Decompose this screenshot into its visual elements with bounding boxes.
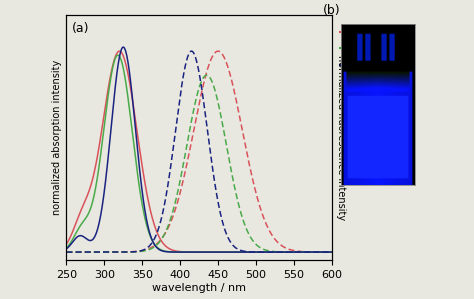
Legend: 282, 284, 131: 282, 284, 131 xyxy=(340,26,396,72)
Text: (a): (a) xyxy=(72,22,89,35)
Y-axis label: normalized fluorescence intensity: normalized fluorescence intensity xyxy=(336,55,346,220)
X-axis label: wavelength / nm: wavelength / nm xyxy=(152,283,246,293)
Y-axis label: normalized absorption intensity: normalized absorption intensity xyxy=(52,60,62,215)
Text: (b): (b) xyxy=(323,4,340,17)
